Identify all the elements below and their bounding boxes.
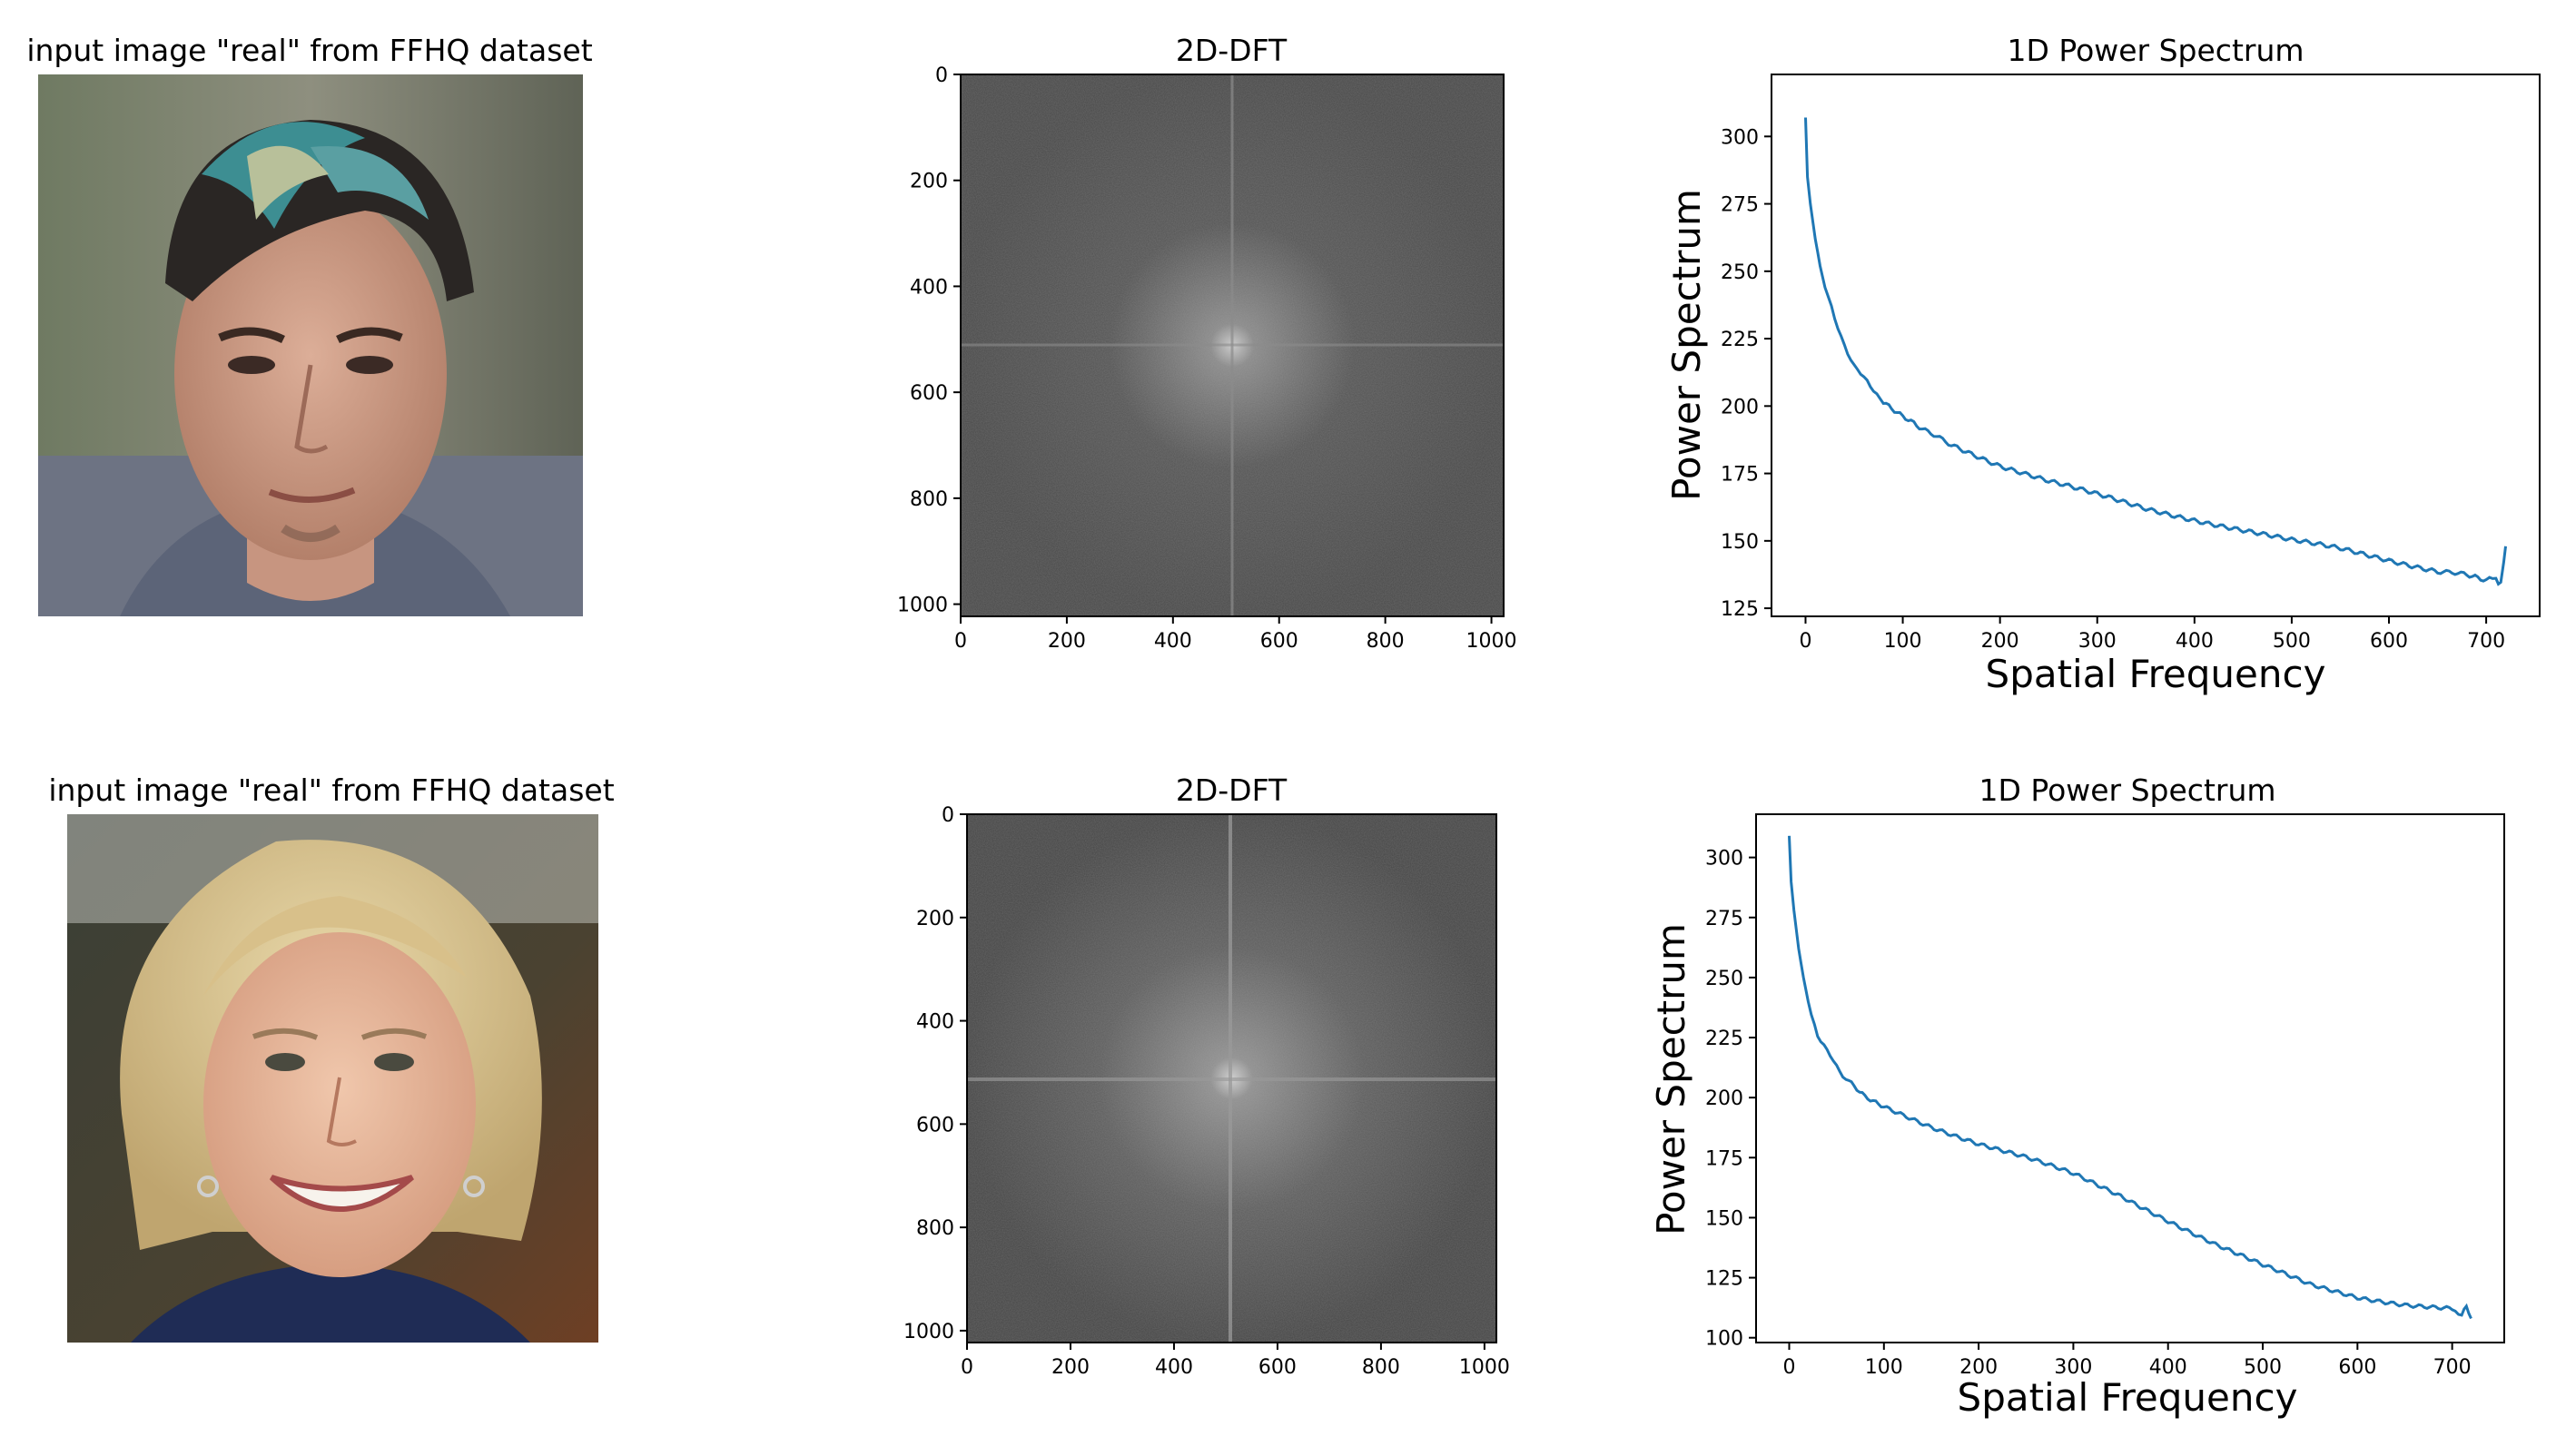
dft-title-1: 2D-DFT: [1176, 33, 1288, 68]
spectrum-2-ytick-label: 175: [1705, 1147, 1743, 1170]
photo-title-2: input image "real" from FFHQ dataset: [48, 772, 615, 808]
dft-panel-1: 2D-DFT 0 200 400 600 800 1000 0 200 400 600 800 100…: [897, 33, 1517, 653]
spectrum-2-xtick-label: 700: [2433, 1356, 2472, 1379]
spectrum-2-xtick-label: 400: [2149, 1356, 2187, 1379]
spectrum-plot-area-2: [1755, 813, 2505, 1343]
spectrum-1-xtick-label: 700: [2467, 630, 2505, 653]
spectrum-ylabel-1: Power Spectrum: [1664, 189, 1709, 501]
spectrum-2-ytick-label: 275: [1705, 908, 1743, 930]
spectrum-2-ytick-label: 300: [1705, 848, 1743, 871]
spectrum-2-xtick-label: 100: [1865, 1356, 1903, 1379]
dft-1-xtick-label: 200: [1048, 630, 1086, 653]
dft-2-xtick-label: 600: [1258, 1356, 1297, 1379]
dft-2-xtick-label: 0: [961, 1356, 973, 1379]
dft-1-ytick-label: 400: [910, 276, 948, 299]
spectrum-xlabel-1: Spatial Frequency: [1986, 652, 2326, 696]
dft-1-ytick-label: 1000: [897, 595, 948, 617]
dft-2-xtick-label: 400: [1155, 1356, 1193, 1379]
spectrum-title-1: 1D Power Spectrum: [2007, 33, 2304, 68]
dft-2-ytick-label: 0: [942, 804, 954, 827]
spectrum-xlabel-2: Spatial Frequency: [1958, 1375, 2298, 1420]
spectrum-2-ytick-label: 200: [1705, 1087, 1743, 1110]
spectrum-2-ytick-label: 100: [1705, 1328, 1743, 1351]
dft-2-ytick-label: 600: [916, 1114, 954, 1136]
spectrum-1-xtick-label: 300: [2078, 630, 2117, 653]
spectrum-title-2: 1D Power Spectrum: [1979, 772, 2275, 808]
spectrum-1-ytick-label: 200: [1721, 396, 1759, 418]
spectrum-line-1: [1804, 117, 2507, 586]
spectrum-2-ytick-label: 250: [1705, 968, 1743, 990]
dft-2-ytick-label: 800: [916, 1217, 954, 1240]
spectrum-1-xtick-label: 600: [2370, 630, 2408, 653]
spectrum-chart-2: 1D Power Spectrum 0 100 200 300 400 500 600 700…: [1649, 772, 2505, 1420]
spectrum-1-xtick-label: 0: [1799, 630, 1811, 653]
spectrum-1-xtick-label: 200: [1981, 630, 2019, 653]
spectrum-2-ytick-label: 225: [1705, 1028, 1743, 1050]
dft-1-xtick-label: 600: [1260, 630, 1298, 653]
face-photo-2: [67, 814, 598, 1343]
spectrum-1-ytick-label: 225: [1721, 329, 1759, 351]
dft-2-xtick-label: 1000: [1459, 1356, 1510, 1379]
dft-1-ytick-label: 0: [935, 64, 948, 87]
spectrum-ylabel-2: Power Spectrum: [1649, 923, 1693, 1235]
dft-1-ytick-label: 800: [910, 488, 948, 511]
spectrum-1-ytick-label: 125: [1721, 598, 1759, 621]
dft-2-xtick-label: 800: [1362, 1356, 1400, 1379]
spectrum-1-xtick-label: 100: [1884, 630, 1922, 653]
spectrum-2-xtick-label: 0: [1783, 1356, 1796, 1379]
spectrum-2-xtick-label: 200: [1959, 1356, 1998, 1379]
spectrum-1-xtick-label: 500: [2273, 630, 2311, 653]
dft-2-ytick-label: 1000: [903, 1321, 954, 1343]
spectrum-2-xtick-label: 300: [2054, 1356, 2092, 1379]
spectrum-1-ytick-label: 175: [1721, 464, 1759, 487]
dft-1-xtick-label: 400: [1154, 630, 1192, 653]
dft-1-xtick-label: 0: [954, 630, 967, 653]
dft-2-ytick-label: 400: [916, 1011, 954, 1034]
dft-2-ytick-label: 200: [916, 908, 954, 930]
spectrum-line-2: [1788, 835, 2472, 1320]
spectrum-1-xtick-label: 400: [2176, 630, 2214, 653]
photo-title-1: input image "real" from FFHQ dataset: [26, 33, 593, 68]
spectrum-plot-area-1: [1771, 74, 2541, 617]
spectrum-1-ytick-label: 250: [1721, 261, 1759, 284]
dft-1-xtick-label: 1000: [1466, 630, 1517, 653]
spectrum-chart-1: 1D Power Spectrum 0 100 200 300 400 500 600 700…: [1664, 33, 2541, 696]
dft-1-ytick-label: 200: [910, 171, 948, 193]
dft-title-2: 2D-DFT: [1176, 772, 1288, 808]
dft-panel-2: 2D-DFT 0 200 400 600 800 1000 0 200 400 600 800 100…: [903, 772, 1510, 1379]
spectrum-2-xtick-label: 600: [2338, 1356, 2376, 1379]
dft-1-ytick-label: 600: [910, 382, 948, 405]
dft-1-xtick-label: 800: [1367, 630, 1405, 653]
spectrum-1-ytick-label: 150: [1721, 531, 1759, 554]
spectrum-2-ytick-label: 150: [1705, 1207, 1743, 1230]
spectrum-2-ytick-label: 125: [1705, 1268, 1743, 1291]
face-photo-1: [38, 74, 583, 616]
spectrum-2-xtick-label: 500: [2244, 1356, 2282, 1379]
dft-2-xtick-label: 200: [1051, 1356, 1090, 1379]
spectrum-1-ytick-label: 300: [1721, 126, 1759, 149]
spectrum-1-ytick-label: 275: [1721, 194, 1759, 217]
